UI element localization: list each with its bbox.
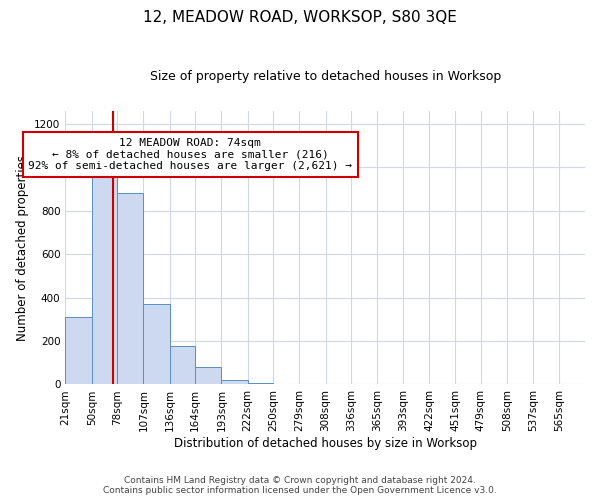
Bar: [221, 380, 248, 384]
Bar: [92, 169, 117, 384]
Text: 12 MEADOW ROAD: 74sqm
← 8% of detached houses are smaller (216)
92% of semi-deta: 12 MEADOW ROAD: 74sqm ← 8% of detached h…: [28, 138, 352, 171]
Bar: [195, 366, 221, 384]
Text: 12, MEADOW ROAD, WORKSOP, S80 3QE: 12, MEADOW ROAD, WORKSOP, S80 3QE: [143, 10, 457, 25]
Y-axis label: Number of detached properties: Number of detached properties: [16, 154, 29, 340]
X-axis label: Distribution of detached houses by size in Worksop: Distribution of detached houses by size …: [174, 437, 477, 450]
Bar: [170, 346, 195, 385]
Bar: [65, 317, 92, 384]
Bar: [143, 304, 170, 384]
Text: Contains HM Land Registry data © Crown copyright and database right 2024.
Contai: Contains HM Land Registry data © Crown c…: [103, 476, 497, 495]
Bar: [117, 193, 143, 384]
Title: Size of property relative to detached houses in Worksop: Size of property relative to detached ho…: [149, 70, 501, 83]
